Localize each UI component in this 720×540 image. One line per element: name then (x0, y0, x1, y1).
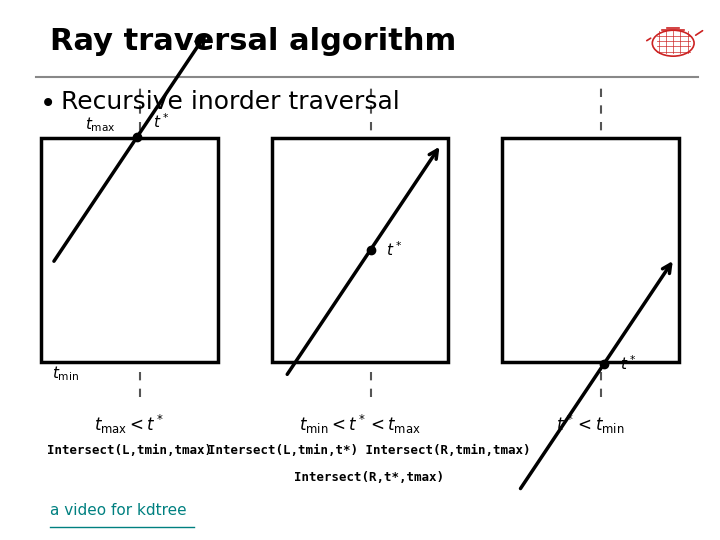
Text: $t_{\max} < t^*$: $t_{\max} < t^*$ (94, 413, 165, 436)
Bar (42, 138, 218, 362)
Text: Intersect(L,tmin,tmax): Intersect(L,tmin,tmax) (47, 444, 212, 457)
Text: $t_{\max}$: $t_{\max}$ (85, 116, 116, 134)
Text: Intersect(L,tmin,t*) Intersect(R,tmin,tmax): Intersect(L,tmin,t*) Intersect(R,tmin,tm… (208, 444, 531, 457)
Text: •: • (40, 90, 56, 118)
Text: $t_{\min}$: $t_{\min}$ (52, 364, 79, 383)
Text: $t^*$: $t^*$ (620, 355, 636, 373)
Text: Ray traversal algorithm: Ray traversal algorithm (50, 27, 456, 56)
Text: a video for kdtree: a video for kdtree (50, 503, 187, 518)
Text: $t^*$: $t^*$ (153, 112, 169, 131)
Bar (272, 138, 448, 362)
Text: $t_{\min} < t^* < t_{\max}$: $t_{\min} < t^* < t_{\max}$ (299, 413, 421, 436)
Bar (503, 138, 679, 362)
Text: Intersect(R,t*,tmax): Intersect(R,t*,tmax) (294, 471, 444, 484)
Text: $t^* < t_{\min}$: $t^* < t_{\min}$ (556, 413, 625, 436)
Text: Recursive inorder traversal: Recursive inorder traversal (61, 90, 400, 114)
Text: $t^*$: $t^*$ (387, 240, 402, 259)
